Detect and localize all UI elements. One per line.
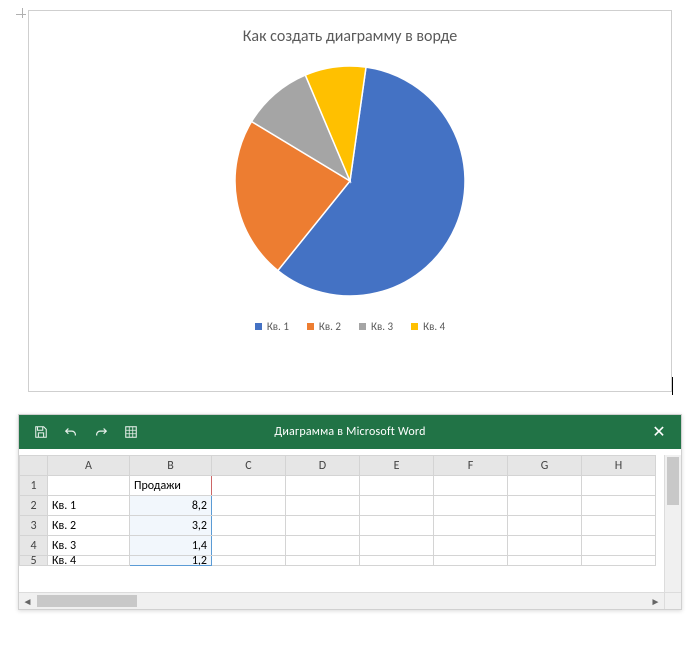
col-header-B[interactable]: B xyxy=(130,456,212,476)
vertical-scrollbar[interactable] xyxy=(664,455,681,592)
cell[interactable] xyxy=(434,476,508,496)
scroll-right-button[interactable]: ► xyxy=(647,593,664,609)
cell[interactable] xyxy=(434,556,508,566)
row-header[interactable]: 1 xyxy=(20,476,48,496)
row-header[interactable]: 4 xyxy=(20,536,48,556)
crop-mark-icon xyxy=(16,8,28,20)
cell[interactable] xyxy=(286,476,360,496)
cell[interactable] xyxy=(286,556,360,566)
legend-label: Кв. 2 xyxy=(319,320,341,333)
legend-item: Кв. 4 xyxy=(411,320,445,333)
table-row[interactable]: 1 Продажи xyxy=(20,476,656,496)
text-cursor xyxy=(672,377,673,395)
table-row[interactable]: 2 Кв. 1 8,2 xyxy=(20,496,656,516)
chart-title: Как создать диаграмму в ворде xyxy=(45,27,655,46)
cell[interactable]: Кв. 1 xyxy=(48,496,130,516)
cell[interactable] xyxy=(434,536,508,556)
cell[interactable]: Кв. 4 xyxy=(48,556,130,566)
excel-data-window: Диаграмма в Microsoft Word ✕ A B xyxy=(18,414,682,610)
cell[interactable] xyxy=(582,556,656,566)
row-header[interactable]: 2 xyxy=(20,496,48,516)
close-button[interactable]: ✕ xyxy=(637,415,681,449)
scrollbar-thumb[interactable] xyxy=(37,595,137,607)
table-row[interactable]: 4 Кв. 3 1,4 xyxy=(20,536,656,556)
word-document-area: Как создать диаграмму в ворде Кв. 1 Кв. 2… xyxy=(28,10,672,392)
cell[interactable] xyxy=(212,536,286,556)
cell[interactable] xyxy=(582,476,656,496)
cell[interactable] xyxy=(212,516,286,536)
cell[interactable] xyxy=(360,496,434,516)
cell[interactable]: 1,4 xyxy=(130,536,212,556)
cell[interactable] xyxy=(212,476,286,496)
chart-container[interactable]: Как создать диаграмму в ворде Кв. 1 Кв. 2… xyxy=(28,10,672,392)
cell[interactable] xyxy=(212,496,286,516)
save-icon[interactable] xyxy=(33,424,49,440)
legend-swatch xyxy=(255,323,262,330)
cell[interactable] xyxy=(434,516,508,536)
scroll-left-button[interactable]: ◄ xyxy=(19,593,36,609)
cell[interactable] xyxy=(508,496,582,516)
table-row[interactable]: 3 Кв. 2 3,2 xyxy=(20,516,656,536)
close-icon: ✕ xyxy=(652,422,665,442)
col-header-F[interactable]: F xyxy=(434,456,508,476)
legend-label: Кв. 3 xyxy=(371,320,393,333)
cell[interactable] xyxy=(582,536,656,556)
cell[interactable]: Кв. 2 xyxy=(48,516,130,536)
legend-label: Кв. 1 xyxy=(267,320,289,333)
horizontal-scrollbar[interactable]: ◄ ► xyxy=(19,592,664,609)
column-header-row[interactable]: A B C D E F G H xyxy=(20,456,656,476)
cell[interactable]: Кв. 3 xyxy=(48,536,130,556)
pie-chart xyxy=(45,56,655,306)
row-header[interactable]: 5 xyxy=(20,556,48,566)
cell[interactable] xyxy=(286,516,360,536)
cell[interactable] xyxy=(286,496,360,516)
edit-data-icon[interactable] xyxy=(123,424,139,440)
cell[interactable] xyxy=(508,556,582,566)
cell[interactable] xyxy=(434,496,508,516)
col-header-E[interactable]: E xyxy=(360,456,434,476)
select-all-corner[interactable] xyxy=(20,456,48,476)
cell[interactable] xyxy=(360,516,434,536)
cell[interactable] xyxy=(286,536,360,556)
cell[interactable] xyxy=(508,516,582,536)
cell[interactable]: 1,2 xyxy=(130,556,212,566)
cell[interactable] xyxy=(48,476,130,496)
legend-swatch xyxy=(307,323,314,330)
cell[interactable] xyxy=(508,476,582,496)
cell[interactable]: 8,2 xyxy=(130,496,212,516)
scrollbar-thumb[interactable] xyxy=(667,457,679,505)
cell[interactable] xyxy=(360,476,434,496)
col-header-H[interactable]: H xyxy=(582,456,656,476)
legend-label: Кв. 4 xyxy=(423,320,445,333)
cell[interactable]: Продажи xyxy=(130,476,212,496)
cell[interactable] xyxy=(360,536,434,556)
col-header-C[interactable]: C xyxy=(212,456,286,476)
legend-item: Кв. 1 xyxy=(255,320,289,333)
legend-swatch xyxy=(359,323,366,330)
cell[interactable] xyxy=(212,556,286,566)
legend-item: Кв. 2 xyxy=(307,320,341,333)
scroll-corner xyxy=(664,592,681,609)
cell[interactable] xyxy=(582,496,656,516)
col-header-G[interactable]: G xyxy=(508,456,582,476)
pie-svg xyxy=(195,56,505,306)
cell[interactable] xyxy=(582,516,656,536)
row-header[interactable]: 3 xyxy=(20,516,48,536)
excel-sheet-area[interactable]: A B C D E F G H 1 Продажи xyxy=(19,449,681,609)
col-header-A[interactable]: A xyxy=(48,456,130,476)
col-header-D[interactable]: D xyxy=(286,456,360,476)
cell[interactable] xyxy=(508,536,582,556)
cell[interactable]: 3,2 xyxy=(130,516,212,536)
table-row[interactable]: 5 Кв. 4 1,2 xyxy=(20,556,656,566)
spreadsheet-grid[interactable]: A B C D E F G H 1 Продажи xyxy=(19,455,656,566)
chart-legend: Кв. 1 Кв. 2 Кв. 3 Кв. 4 xyxy=(45,320,655,333)
legend-item: Кв. 3 xyxy=(359,320,393,333)
cell[interactable] xyxy=(360,556,434,566)
excel-titlebar: Диаграмма в Microsoft Word ✕ xyxy=(19,415,681,449)
undo-icon[interactable] xyxy=(63,424,79,440)
redo-icon[interactable] xyxy=(93,424,109,440)
legend-swatch xyxy=(411,323,418,330)
